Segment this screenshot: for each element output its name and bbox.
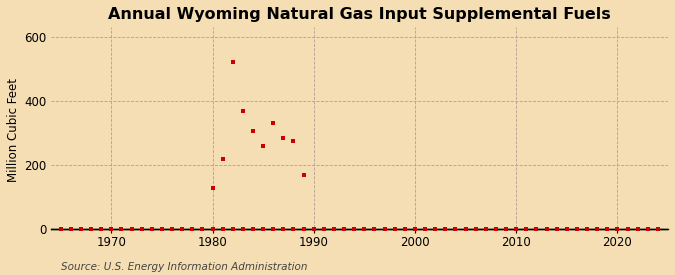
Point — [501, 227, 512, 231]
Point — [76, 227, 86, 231]
Point — [491, 227, 502, 231]
Point — [511, 227, 522, 231]
Point — [612, 227, 623, 231]
Point — [288, 227, 299, 231]
Point — [278, 136, 289, 140]
Point — [349, 227, 360, 231]
Point — [238, 227, 248, 231]
Point — [602, 227, 613, 231]
Point — [268, 121, 279, 125]
Point — [217, 156, 228, 161]
Point — [329, 227, 340, 231]
Point — [157, 227, 167, 231]
Point — [146, 227, 157, 231]
Point — [319, 227, 329, 231]
Point — [592, 227, 603, 231]
Point — [65, 227, 76, 231]
Point — [389, 227, 400, 231]
Point — [177, 227, 188, 231]
Point — [562, 227, 572, 231]
Point — [622, 227, 633, 231]
Point — [359, 227, 370, 231]
Point — [643, 227, 653, 231]
Point — [187, 227, 198, 231]
Point — [551, 227, 562, 231]
Point — [572, 227, 583, 231]
Point — [632, 227, 643, 231]
Point — [308, 227, 319, 231]
Point — [481, 227, 491, 231]
Text: Source: U.S. Energy Information Administration: Source: U.S. Energy Information Administ… — [61, 262, 307, 272]
Point — [410, 227, 421, 231]
Point — [86, 227, 97, 231]
Point — [339, 227, 350, 231]
Point — [248, 129, 259, 134]
Point — [207, 186, 218, 190]
Point — [258, 227, 269, 231]
Point — [298, 172, 309, 177]
Point — [116, 227, 127, 231]
Point — [420, 227, 431, 231]
Point — [582, 227, 593, 231]
Point — [126, 227, 137, 231]
Title: Annual Wyoming Natural Gas Input Supplemental Fuels: Annual Wyoming Natural Gas Input Supplem… — [108, 7, 611, 22]
Point — [197, 227, 208, 231]
Point — [450, 227, 461, 231]
Point — [207, 227, 218, 231]
Point — [227, 60, 238, 65]
Point — [136, 227, 147, 231]
Point — [369, 227, 380, 231]
Point — [460, 227, 471, 231]
Point — [106, 227, 117, 231]
Point — [248, 227, 259, 231]
Point — [217, 227, 228, 231]
Point — [268, 227, 279, 231]
Point — [470, 227, 481, 231]
Point — [400, 227, 410, 231]
Point — [440, 227, 451, 231]
Point — [96, 227, 107, 231]
Point — [238, 108, 248, 113]
Point — [55, 227, 66, 231]
Point — [379, 227, 390, 231]
Point — [227, 227, 238, 231]
Point — [278, 227, 289, 231]
Point — [531, 227, 542, 231]
Point — [430, 227, 441, 231]
Point — [298, 227, 309, 231]
Point — [521, 227, 532, 231]
Y-axis label: Million Cubic Feet: Million Cubic Feet — [7, 78, 20, 182]
Point — [541, 227, 552, 231]
Point — [258, 144, 269, 148]
Point — [653, 227, 664, 231]
Point — [167, 227, 178, 231]
Point — [288, 139, 299, 143]
